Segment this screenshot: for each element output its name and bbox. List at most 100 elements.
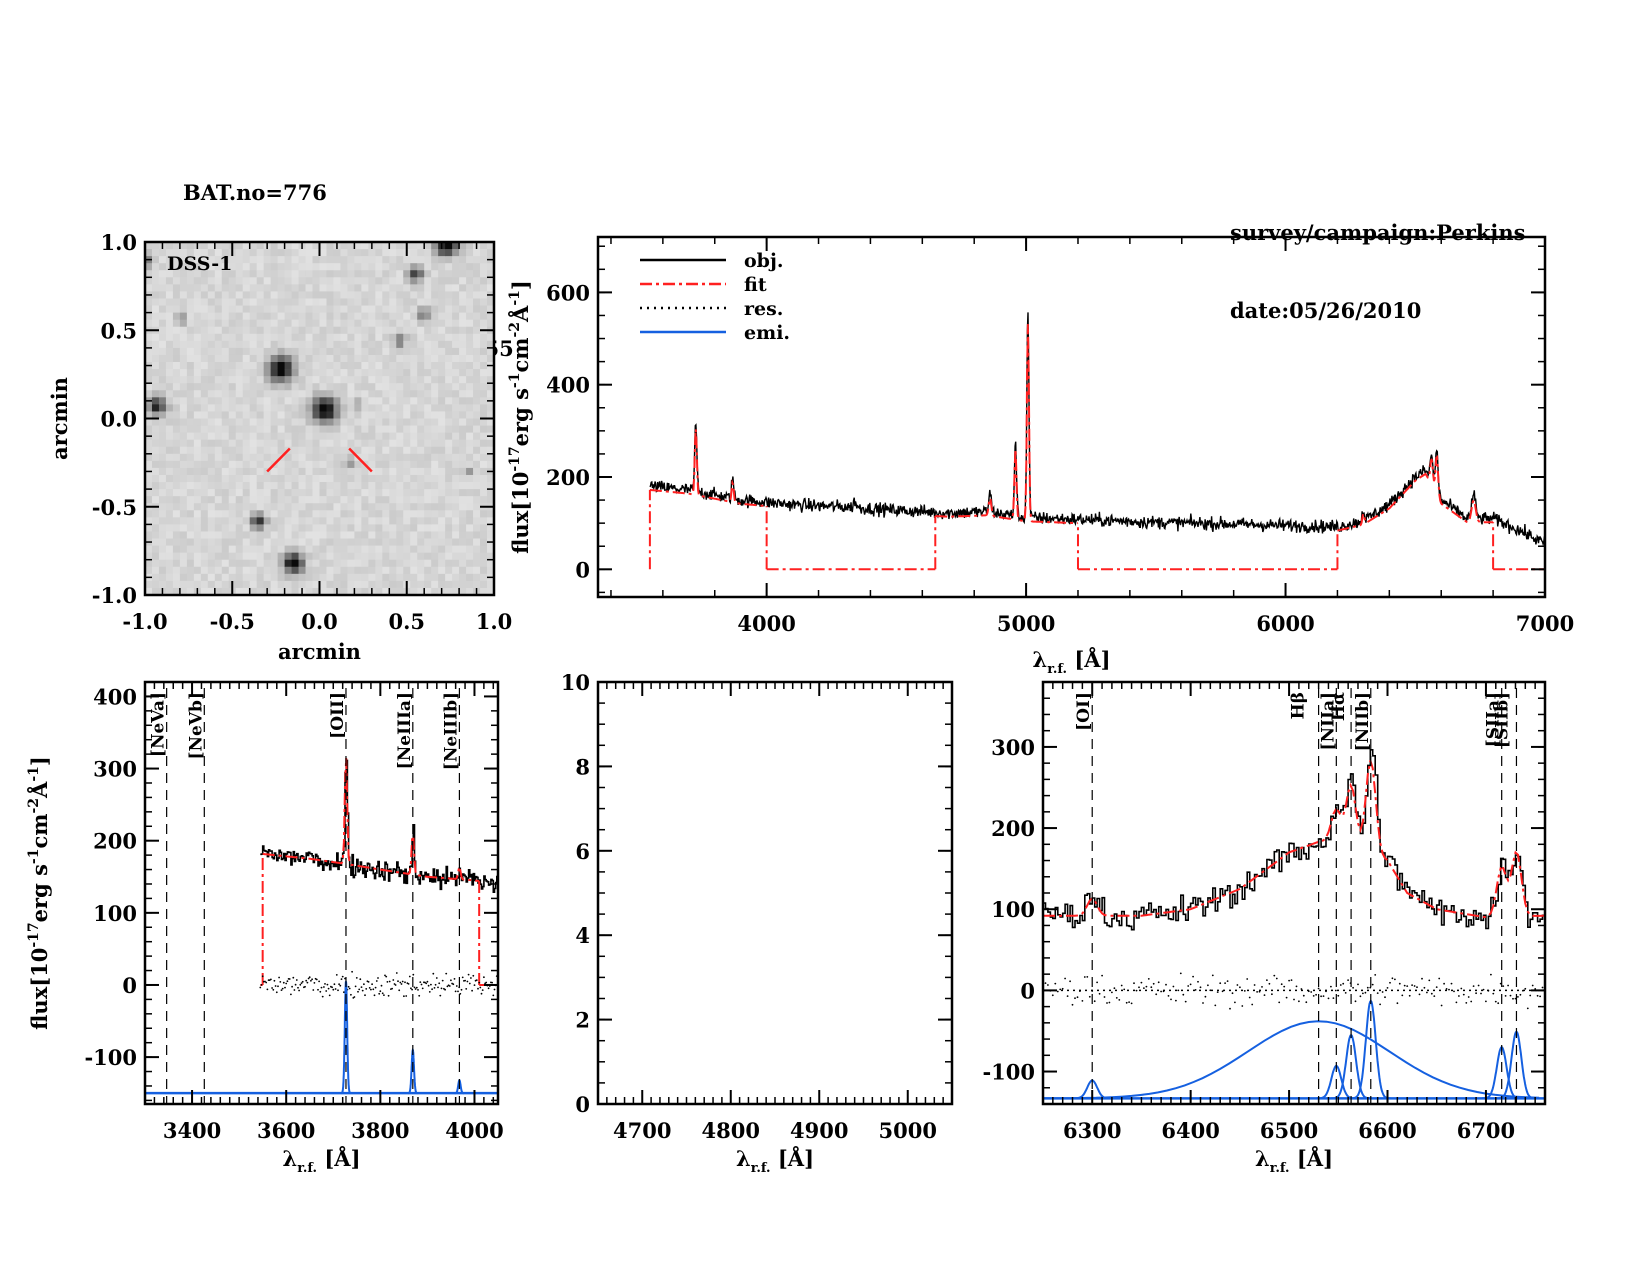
residual-point [1086,976,1089,978]
image-pixel [158,333,167,342]
image-pixel [445,242,453,250]
image-pixel [375,552,383,561]
residual-point [280,989,283,991]
residual-point [1465,1002,1468,1004]
image-pixel [438,418,446,426]
image-pixel [165,291,174,299]
image-pixel [466,531,474,539]
residual-point [485,981,488,984]
image-pixel [417,376,425,384]
residual-point [403,995,405,998]
image-pixel [452,376,460,384]
image-pixel [179,362,188,370]
image-pixel [431,524,439,532]
image-pixel [424,503,432,511]
residual-point [1256,991,1258,993]
image-pixel [354,496,362,504]
image-pixel [389,312,397,321]
image-pixel [403,383,411,391]
image-pixel [221,453,230,462]
image-pixel [151,376,160,384]
image-pixel [249,566,258,575]
image-pixel [221,489,230,497]
image-pixel [389,270,397,278]
residual-point [1504,995,1507,997]
image-pixel [480,418,488,426]
residual-point [1229,1007,1231,1010]
image-pixel [389,333,397,342]
image-pixel [445,496,453,504]
image-pixel [487,425,495,434]
image-pixel [312,284,320,292]
image-pixel [396,270,404,278]
image-pixel [145,517,153,525]
image-pixel [158,510,167,518]
image-pixel [221,467,230,476]
image-pixel [172,580,181,589]
residual-point [306,981,309,984]
image-pixel [193,573,202,582]
image-pixel [284,333,292,342]
image-pixel [375,277,383,285]
image-pixel [270,552,279,561]
image-pixel [319,390,327,398]
image-pixel [186,340,195,349]
image-pixel [480,411,488,419]
image-pixel [354,376,362,384]
image-pixel [193,319,202,328]
image-pixel [200,270,209,278]
image-pixel [263,524,272,532]
image-pixel [165,496,174,504]
image-pixel [193,369,202,377]
residual-point [324,983,326,985]
image-pixel [165,376,174,384]
image-pixel [145,587,153,596]
image-pixel [354,580,362,589]
residual-point [1243,990,1246,992]
image-pixel [466,362,474,370]
image-pixel [445,517,453,525]
image-pixel [242,390,251,398]
residual-point [1093,1000,1096,1003]
residual-point [1187,985,1190,987]
residual-point [1342,982,1345,985]
image-pixel [242,545,251,554]
image-pixel [200,432,209,441]
residual-point [392,979,395,981]
image-pixel [263,340,272,349]
image-pixel [305,376,313,384]
residual-point [1364,991,1367,994]
image-pixel [396,376,404,384]
image-pixel [354,340,362,349]
image-pixel [438,404,446,412]
residual-point [363,983,365,986]
image-pixel [340,284,348,292]
image-pixel [473,319,481,328]
image-pixel [214,425,223,434]
image-pixel [326,369,334,377]
image-pixel [305,587,313,596]
image-pixel [291,277,299,285]
image-pixel [375,503,383,511]
image-pixel [389,566,397,575]
image-pixel [487,559,495,568]
image-pixel [480,347,488,356]
image-pixel [284,460,292,469]
image-pixel [179,263,188,271]
image-pixel [333,460,341,469]
residual-point [1064,977,1066,980]
image-pixel [473,425,481,434]
image-pixel [459,319,467,328]
image-pixel [354,432,362,441]
image-pixel [333,291,341,299]
residual-point [1246,978,1249,980]
image-pixel [298,270,306,278]
residual-point [315,978,318,981]
image-pixel [431,538,439,546]
image-pixel [396,460,404,469]
image-pixel [403,305,411,313]
image-pixel [424,284,432,292]
image-pixel [319,510,327,518]
image-pixel [347,277,355,285]
residual-point [385,975,388,978]
